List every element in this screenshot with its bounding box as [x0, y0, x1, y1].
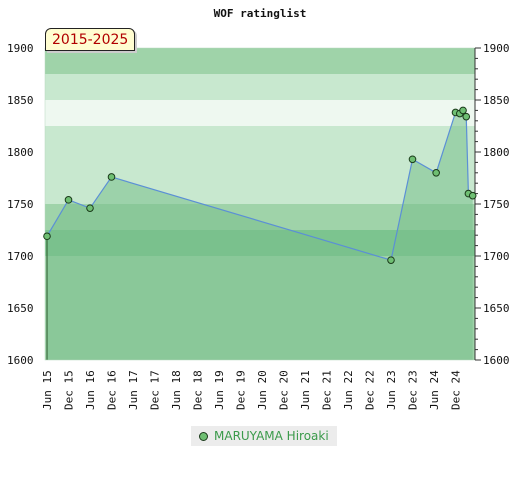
x-tick-label: Dec 19 — [235, 370, 248, 410]
y-tick-label-right: 1850 — [483, 94, 510, 107]
y-axis-right: 1600 1650 1700 1750 1800 1850 1900 — [474, 42, 510, 367]
data-point[interactable] — [86, 204, 94, 212]
x-tick-label: Dec 24 — [450, 370, 463, 410]
legend-marker-icon — [199, 431, 208, 441]
x-tick-label: Dec 16 — [106, 370, 119, 410]
data-point[interactable] — [462, 112, 471, 121]
x-tick-label: Dec 17 — [149, 370, 162, 410]
x-tick-label: Jun 18 — [170, 370, 183, 410]
y-tick-label-right: 1750 — [483, 198, 510, 211]
y-tick-label-left: 1600 — [7, 354, 34, 367]
x-tick-label: Jun 17 — [127, 370, 140, 410]
x-tick-label: Dec 20 — [278, 370, 291, 410]
x-tick-label: Jun 16 — [84, 370, 97, 410]
y-tick-label-left: 1650 — [7, 302, 34, 315]
data-point[interactable] — [432, 169, 440, 177]
y-tick-label-left: 1700 — [7, 250, 34, 263]
y-tick-label-left: 1800 — [7, 146, 34, 159]
data-point[interactable] — [43, 232, 51, 241]
data-point[interactable] — [64, 196, 73, 204]
y-axis-left: 1600 1650 1700 1750 1800 1850 1900 — [7, 42, 34, 367]
y-tick-label-left: 1900 — [7, 42, 34, 55]
y-tick-label-left: 1850 — [7, 94, 34, 107]
series-area — [47, 110, 473, 361]
x-tick-label: Dec 15 — [63, 370, 76, 410]
y-tick-label-left: 1750 — [7, 198, 34, 211]
legend[interactable]: MARUYAMA Hiroaki — [191, 426, 337, 446]
y-tick-label-right: 1800 — [483, 146, 510, 159]
legend-series-label: MARUYAMA Hiroaki — [214, 429, 329, 443]
band — [45, 126, 475, 152]
x-tick-label: Dec 23 — [407, 370, 420, 410]
x-tick-label: Dec 18 — [192, 370, 205, 410]
x-tick-label: Jun 21 — [299, 370, 312, 410]
x-tick-label: Dec 22 — [364, 370, 377, 410]
data-point[interactable] — [468, 191, 477, 200]
data-point[interactable] — [459, 106, 467, 115]
x-tick-label: Jun 19 — [213, 370, 226, 410]
x-tick-label: Jun 15 — [41, 370, 54, 410]
x-tick-label: Jun 23 — [385, 370, 398, 410]
x-tick-label: Jun 20 — [256, 370, 269, 410]
band — [45, 74, 475, 100]
date-range-badge: 2015-2025 — [45, 28, 136, 51]
y-tick-label-right: 1700 — [483, 250, 510, 263]
chart-title: WOF ratinglist — [214, 7, 307, 20]
data-point[interactable] — [387, 256, 395, 264]
x-tick-label: Jun 22 — [342, 370, 355, 410]
band — [45, 48, 475, 74]
y-tick-label-right: 1600 — [483, 354, 510, 367]
y-tick-label-right: 1650 — [483, 302, 510, 315]
x-axis: Jun 15 Dec 15 Jun 16 Dec 16 Jun 17 Dec 17 Jun … — [41, 370, 463, 410]
x-tick-label: Dec 21 — [321, 370, 334, 410]
points-layer — [43, 106, 477, 264]
band — [45, 100, 475, 126]
band — [45, 152, 475, 178]
y-tick-label-right: 1900 — [483, 42, 510, 55]
data-point[interactable] — [107, 173, 116, 181]
x-tick-label: Jun 24 — [428, 370, 441, 410]
data-point[interactable] — [408, 155, 417, 164]
